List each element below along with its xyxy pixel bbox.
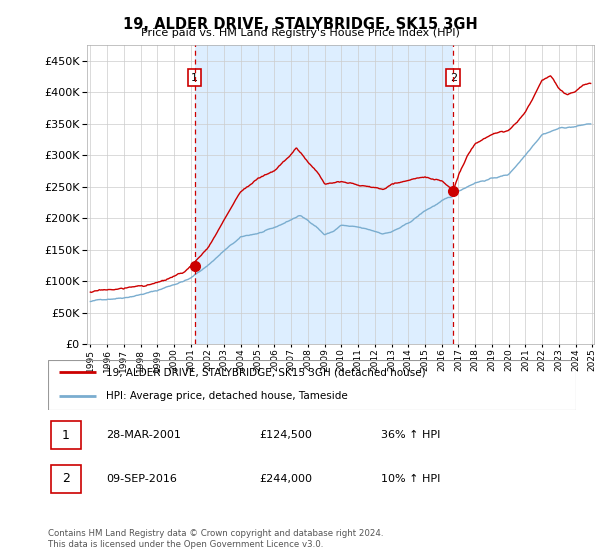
Text: 19, ALDER DRIVE, STALYBRIDGE, SK15 3GH: 19, ALDER DRIVE, STALYBRIDGE, SK15 3GH [122,17,478,32]
Bar [50,421,81,449]
Text: 28-MAR-2001: 28-MAR-2001 [106,430,181,440]
Text: 19, ALDER DRIVE, STALYBRIDGE, SK15 3GH (detached house): 19, ALDER DRIVE, STALYBRIDGE, SK15 3GH (… [106,367,426,377]
Text: 36% ↑ HPI: 36% ↑ HPI [380,430,440,440]
Bar [194,45,453,344]
Text: 1: 1 [62,429,70,442]
Text: 10% ↑ HPI: 10% ↑ HPI [380,474,440,484]
Text: Price paid vs. HM Land Registry's House Price Index (HPI): Price paid vs. HM Land Registry's House … [140,28,460,38]
Text: 09-SEP-2016: 09-SEP-2016 [106,474,177,484]
Text: 1: 1 [191,73,198,83]
Text: 2: 2 [450,73,457,83]
Text: £124,500: £124,500 [259,430,312,440]
Text: Contains HM Land Registry data © Crown copyright and database right 2024.
This d: Contains HM Land Registry data © Crown c… [48,529,383,549]
Text: 2: 2 [62,472,70,485]
Text: £244,000: £244,000 [259,474,312,484]
Bar [50,465,81,493]
Text: HPI: Average price, detached house, Tameside: HPI: Average price, detached house, Tame… [106,391,348,401]
